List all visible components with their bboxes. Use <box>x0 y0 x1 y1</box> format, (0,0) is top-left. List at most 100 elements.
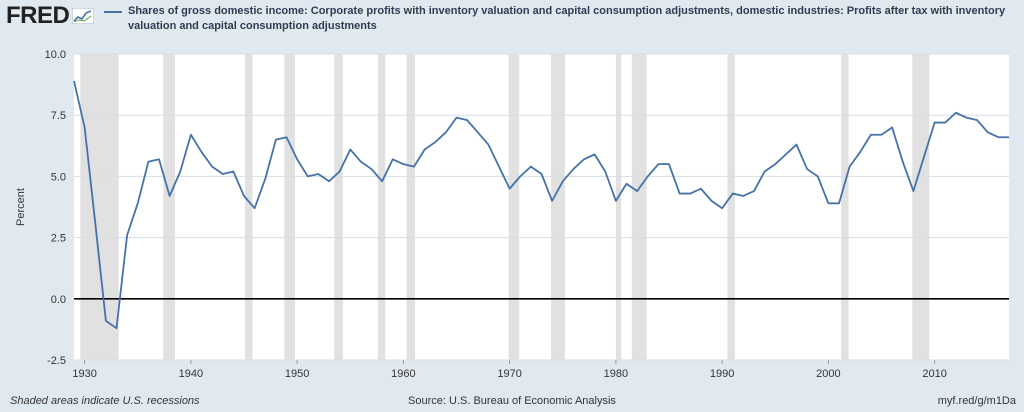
data-point[interactable] <box>582 157 586 161</box>
data-point[interactable] <box>423 147 427 151</box>
data-point[interactable] <box>741 194 745 198</box>
chart-legend[interactable]: Shares of gross domestic income: Corpora… <box>104 4 1014 34</box>
data-point[interactable] <box>826 201 830 205</box>
data-point[interactable] <box>72 79 76 83</box>
data-point[interactable] <box>678 192 682 196</box>
data-point[interactable] <box>710 199 714 203</box>
data-point[interactable] <box>656 162 660 166</box>
data-point[interactable] <box>731 192 735 196</box>
data-point[interactable] <box>136 201 140 205</box>
data-point[interactable] <box>327 179 331 183</box>
data-point[interactable] <box>518 174 522 178</box>
data-point[interactable] <box>752 189 756 193</box>
data-point[interactable] <box>848 165 852 169</box>
data-point[interactable] <box>614 199 618 203</box>
data-point[interactable] <box>901 160 905 164</box>
data-point[interactable] <box>115 326 119 330</box>
series-line[interactable] <box>73 80 1009 330</box>
data-point[interactable] <box>168 194 172 198</box>
data-point[interactable] <box>285 135 289 139</box>
data-point[interactable] <box>348 147 352 151</box>
recession-band <box>727 54 735 360</box>
data-point[interactable] <box>593 152 597 156</box>
data-point[interactable] <box>93 221 97 225</box>
short-url-link[interactable]: myf.red/g/m1Da <box>937 395 1016 407</box>
data-point[interactable] <box>157 157 161 161</box>
data-point[interactable] <box>412 165 416 169</box>
data-point[interactable] <box>603 170 607 174</box>
data-point[interactable] <box>486 143 490 147</box>
data-point[interactable] <box>550 199 554 203</box>
data-point[interactable] <box>635 189 639 193</box>
data-point[interactable] <box>508 187 512 191</box>
data-point[interactable] <box>763 170 767 174</box>
data-point[interactable] <box>306 174 310 178</box>
data-point[interactable] <box>996 135 1000 139</box>
data-point[interactable] <box>391 157 395 161</box>
data-point[interactable] <box>805 167 809 171</box>
data-point[interactable] <box>911 189 915 193</box>
data-point[interactable] <box>890 125 894 129</box>
data-point[interactable] <box>869 133 873 137</box>
data-point[interactable] <box>189 133 193 137</box>
y-tick-label: 5.0 <box>51 171 66 183</box>
data-point[interactable] <box>880 133 884 137</box>
data-point[interactable] <box>263 177 267 181</box>
data-point[interactable] <box>646 174 650 178</box>
data-point[interactable] <box>943 121 947 125</box>
data-point[interactable] <box>200 150 204 154</box>
data-point[interactable] <box>231 170 235 174</box>
data-point[interactable] <box>146 160 150 164</box>
data-point[interactable] <box>104 319 108 323</box>
data-point[interactable] <box>986 130 990 134</box>
data-point[interactable] <box>954 111 958 115</box>
data-point[interactable] <box>784 152 788 156</box>
data-point[interactable] <box>338 170 342 174</box>
x-tick-label: 1940 <box>179 368 203 380</box>
data-point[interactable] <box>699 187 703 191</box>
data-point[interactable] <box>667 162 671 166</box>
data-point[interactable] <box>433 140 437 144</box>
data-point[interactable] <box>83 125 87 129</box>
data-point[interactable] <box>561 179 565 183</box>
data-point[interactable] <box>933 121 937 125</box>
data-point[interactable] <box>316 172 320 176</box>
data-point[interactable] <box>380 179 384 183</box>
data-point[interactable] <box>837 201 841 205</box>
data-point[interactable] <box>795 143 799 147</box>
data-point[interactable] <box>571 167 575 171</box>
chart-header: FRED Shares of gross domestic income: Co… <box>0 0 1024 44</box>
data-point[interactable] <box>688 192 692 196</box>
data-point[interactable] <box>370 167 374 171</box>
data-point[interactable] <box>178 170 182 174</box>
data-point[interactable] <box>295 157 299 161</box>
data-point[interactable] <box>1007 135 1011 139</box>
data-point[interactable] <box>529 165 533 169</box>
fred-logo[interactable]: FRED <box>6 2 95 30</box>
data-point[interactable] <box>359 160 363 164</box>
data-point[interactable] <box>975 118 979 122</box>
data-point[interactable] <box>773 162 777 166</box>
data-point[interactable] <box>540 172 544 176</box>
data-point[interactable] <box>465 118 469 122</box>
x-tick-label: 1990 <box>710 368 734 380</box>
data-point[interactable] <box>253 206 257 210</box>
data-point[interactable] <box>125 233 129 237</box>
data-point[interactable] <box>816 174 820 178</box>
data-point[interactable] <box>444 130 448 134</box>
data-point[interactable] <box>221 172 225 176</box>
data-point[interactable] <box>625 182 629 186</box>
data-point[interactable] <box>476 130 480 134</box>
data-point[interactable] <box>242 194 246 198</box>
data-point[interactable] <box>455 116 459 120</box>
data-point[interactable] <box>274 138 278 142</box>
data-point[interactable] <box>720 206 724 210</box>
data-point[interactable] <box>922 155 926 159</box>
data-point[interactable] <box>401 162 405 166</box>
data-point[interactable] <box>965 116 969 120</box>
recession-band <box>80 54 119 360</box>
data-point[interactable] <box>497 165 501 169</box>
data-point[interactable] <box>210 165 214 169</box>
line-chart[interactable]: 10.0 7.5 5.0 2.5 0.0 -2.5 1930 1940 1950 1960 197… <box>0 0 1024 392</box>
data-point[interactable] <box>858 150 862 154</box>
